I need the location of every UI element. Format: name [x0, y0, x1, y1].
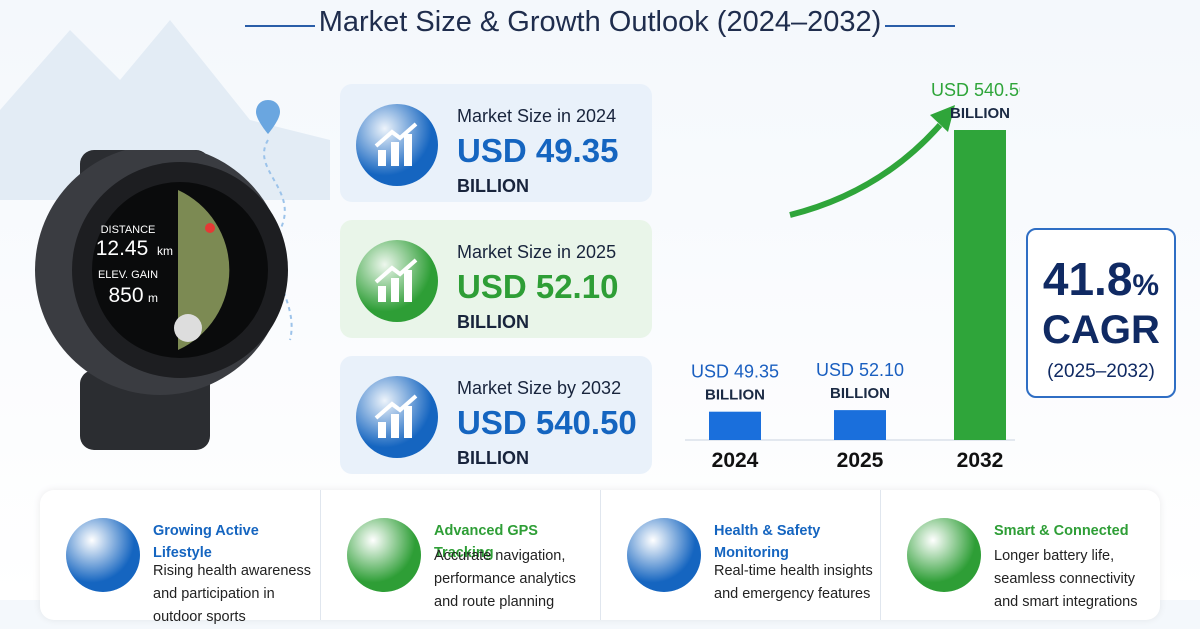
watch-value: 850	[108, 284, 143, 307]
x-tick-label: 2032	[957, 449, 1004, 472]
title-rule	[885, 25, 955, 27]
feature: Advanced GPS Tracking Accurate navigation…	[320, 490, 600, 620]
background-mountains	[0, 20, 330, 341]
growth-icon	[374, 122, 418, 166]
card-icon	[356, 104, 438, 186]
title: Market Size & Growth Outlook (2024–2032)	[318, 6, 882, 38]
bar	[954, 130, 1006, 440]
bar-chart: USD 49.35 BILLION 2024 USD 52.10 BILLION 2025…	[685, 80, 1020, 472]
feature: Smart & Connected Longer battery life, se…	[880, 490, 1160, 620]
feature-icon	[907, 518, 981, 592]
map	[178, 190, 230, 350]
mountain	[0, 20, 330, 200]
value-label: USD 540.50	[931, 80, 1020, 100]
watch-unit: km	[157, 244, 173, 258]
watch-label: ELEV. GAIN	[98, 269, 158, 281]
growth-arrow	[789, 123, 943, 218]
feature-icon	[347, 518, 421, 592]
cagr-box: 41.8% CAGR (2025–2032)	[1026, 228, 1176, 398]
value-label: USD 52.10	[816, 360, 904, 380]
card-unit: BILLION	[457, 176, 529, 196]
feature-text: Longer battery life, seamless connectivi…	[994, 548, 1138, 610]
arrow-head	[930, 105, 955, 132]
feature-text: Rising health awareness and participatio…	[153, 563, 311, 625]
feature-title: Smart & Connected	[994, 523, 1129, 539]
map-pin	[205, 223, 215, 233]
growth-icon	[374, 394, 418, 438]
cagr-period: (2025–2032)	[1047, 361, 1155, 382]
bar	[834, 410, 886, 440]
watch: DISTANCE 12.45 km ELEV. GAIN 850 m	[35, 150, 288, 450]
x-tick-label: 2025	[837, 449, 884, 472]
pin-icon	[256, 100, 280, 134]
card-unit: BILLION	[457, 448, 529, 468]
card-value: USD 540.50	[457, 404, 637, 441]
feature: Growing Active Lifestyle Rising health aw…	[40, 490, 320, 625]
card-label: Market Size by 2032	[457, 378, 622, 398]
market-card: Market Size in 2025 USD 52.10 BILLION	[340, 220, 652, 338]
features-panel: Growing Active Lifestyle Rising health aw…	[40, 490, 1160, 625]
feature-title: Advanced GPS Tracking	[434, 523, 538, 561]
feature-icon	[66, 518, 140, 592]
value-label-unit: BILLION	[830, 385, 890, 402]
watch-value: 12.45	[96, 237, 149, 260]
value-label-unit: BILLION	[705, 387, 765, 404]
bar	[709, 411, 761, 440]
market-card: Market Size in 2024 USD 49.35 BILLION	[340, 84, 652, 202]
market-card: Market Size by 2032 USD 540.50 BILLION	[340, 356, 652, 474]
feature-text: Real-time health insights and emergency …	[714, 563, 873, 602]
card-icon	[356, 376, 438, 458]
cagr-symbol: %	[1132, 269, 1160, 302]
watch-unit: m	[148, 291, 158, 305]
card-value: USD 49.35	[457, 132, 619, 169]
cagr-value: 41.8	[1042, 253, 1133, 305]
card-label: Market Size in 2024	[457, 106, 617, 126]
x-tick-label: 2024	[712, 449, 759, 472]
value-label-unit: BILLION	[950, 105, 1010, 122]
value-label: USD 49.35	[691, 362, 779, 382]
feature-icon	[627, 518, 701, 592]
feature: Health & Safety Monitoring Real-time heal…	[600, 490, 880, 620]
card-value: USD 52.10	[457, 268, 619, 305]
route	[263, 139, 293, 341]
watch-label: DISTANCE	[101, 224, 156, 236]
feature-title: Growing Active Lifestyle	[153, 523, 259, 561]
card-icon	[356, 240, 438, 322]
feature-text: Accurate navigation, performance analyti…	[434, 548, 576, 610]
feature-title: Health & Safety Monitoring	[714, 523, 821, 561]
growth-icon	[374, 258, 418, 302]
nav-icon	[174, 314, 202, 342]
title-rule	[245, 25, 315, 27]
card-unit: BILLION	[457, 312, 529, 332]
card-label: Market Size in 2025	[457, 242, 617, 262]
cagr-label: CAGR	[1042, 308, 1160, 352]
